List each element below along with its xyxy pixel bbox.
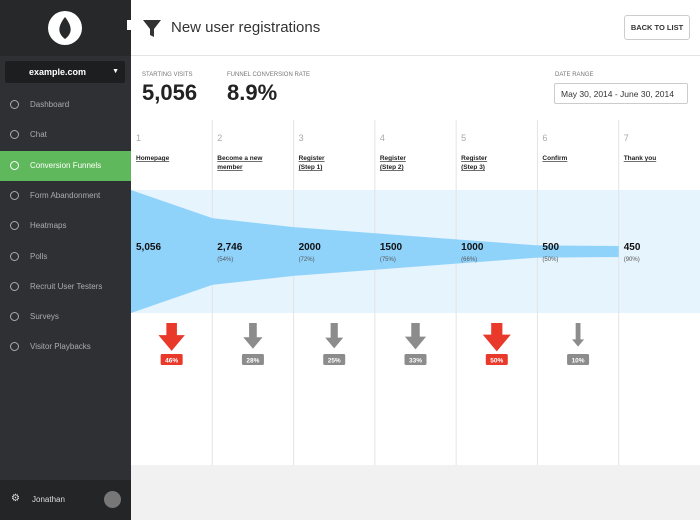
step-label: Thank you: [624, 155, 657, 162]
step-conversion: (54%): [217, 257, 233, 263]
step-number: 4: [380, 133, 385, 143]
page-title: New user registrations: [171, 19, 321, 36]
menu-icon: [10, 342, 19, 352]
step-value: 2000: [299, 242, 322, 253]
drop-label: 28%: [246, 358, 259, 365]
menu-icon: [10, 251, 19, 261]
site-name: example.com: [29, 67, 87, 77]
site-selector[interactable]: example.com ▼: [5, 61, 125, 83]
date-value: May 30, 2014 - June 30, 2014: [561, 89, 674, 99]
drop-badge: [567, 354, 590, 365]
step-label: Homepage: [136, 155, 170, 162]
menu-item[interactable]: Visitor Playbacks: [0, 332, 131, 362]
funnel-chart: 1 Homepage 5,056 46% 2 Become a new member 2,74…: [131, 120, 700, 465]
step-number: 6: [542, 133, 547, 143]
menu-icon: [10, 160, 19, 170]
menu-item[interactable]: Polls: [0, 242, 131, 272]
date-input[interactable]: May 30, 2014 - June 30, 2014: [554, 83, 688, 104]
step-label: Confirm: [542, 155, 567, 162]
menu-label: Recruit User Testers: [30, 281, 103, 291]
logo[interactable]: [0, 0, 131, 56]
step-value: 5,056: [136, 242, 161, 253]
step-value: 1000: [461, 242, 484, 253]
drop-badge: [404, 354, 427, 365]
menu-label: Heatmaps: [30, 221, 67, 231]
drop-label: 10%: [572, 358, 585, 365]
step-conversion: (90%): [624, 257, 640, 263]
menu-label: Form Abandonment: [30, 190, 101, 200]
step-number: 1: [136, 133, 141, 143]
stat-value: 5,056: [142, 80, 198, 105]
back-button[interactable]: BACK TO LIST: [624, 15, 690, 40]
step-label: Register (Step 1): [299, 155, 325, 171]
drop-badge: [160, 354, 183, 365]
date-label: DATE RANGE: [555, 72, 594, 78]
menu-item[interactable]: Form Abandonment: [0, 181, 131, 211]
step-value: 2,746: [217, 242, 242, 253]
menu-icon: [10, 130, 19, 140]
menu-label: Conversion Funnels: [30, 160, 102, 170]
menu-label: Visitor Playbacks: [30, 342, 91, 352]
menu-icon: [10, 100, 19, 109]
menu-label: Surveys: [30, 312, 59, 322]
funnel-shape: [131, 190, 619, 313]
step-conversion: (66%): [461, 257, 477, 263]
drop-badge: [241, 354, 264, 365]
sidebar: example.com ▼ Dashboard Chat Conversion Fun…: [0, 0, 131, 520]
main: New user registrations BACK TO LIST STAR…: [131, 0, 700, 465]
menu-item[interactable]: Surveys: [0, 302, 131, 332]
drop-arrow: [243, 323, 263, 349]
menu-icon: [10, 312, 19, 322]
drop-arrow: [325, 323, 344, 349]
drop-arrow: [158, 323, 185, 351]
step-label: Become a new member: [217, 155, 263, 171]
step-value: 1500: [380, 242, 403, 253]
stat-value: 8.9%: [227, 80, 278, 105]
drop-arrow: [482, 323, 511, 352]
step-value: 450: [624, 242, 641, 253]
drop-label: 46%: [165, 358, 178, 365]
menu-item[interactable]: Dashboard: [0, 90, 131, 120]
drop-arrow: [404, 323, 427, 350]
step-label: Register (Step 3): [461, 155, 487, 171]
menu-item[interactable]: Heatmaps: [0, 211, 131, 241]
drop-label: 25%: [328, 358, 341, 365]
menu-icon: [10, 221, 19, 231]
user-bar[interactable]: ⚙ Jonathan: [0, 480, 131, 520]
drop-badge: [323, 354, 346, 365]
step-number: 5: [461, 133, 466, 143]
menu-icon: [10, 281, 19, 291]
stat-label: FUNNEL CONVERSION RATE: [227, 72, 311, 78]
funnel-icon: [143, 20, 161, 37]
menu-icon: [10, 190, 19, 200]
drop-arrow: [572, 323, 585, 347]
step-value: 500: [542, 242, 559, 253]
step-number: 3: [299, 133, 304, 143]
menu-label: Chat: [30, 130, 47, 140]
menu-label: Polls: [30, 251, 48, 261]
step-number: 2: [217, 133, 222, 143]
menu-item[interactable]: Chat: [0, 120, 131, 150]
menu-label: Dashboard: [30, 100, 70, 109]
step-conversion: (72%): [299, 257, 315, 263]
header: New user registrations BACK TO LIST: [131, 0, 700, 56]
logo-icon: [48, 11, 131, 45]
step-label: Register (Step 2): [380, 155, 406, 171]
drop-label: 50%: [490, 358, 503, 365]
menu-item[interactable]: Conversion Funnels: [0, 150, 131, 181]
stat-label: STARTING VISITS: [142, 72, 193, 78]
drop-badge: [485, 354, 508, 365]
step-conversion: (75%): [380, 257, 396, 263]
user-name: Jonathan: [32, 495, 65, 504]
step-number: 7: [624, 133, 629, 143]
drop-label: 33%: [409, 358, 422, 365]
menu-item[interactable]: Recruit User Testers: [0, 272, 131, 302]
step-conversion: (50%): [542, 257, 558, 263]
